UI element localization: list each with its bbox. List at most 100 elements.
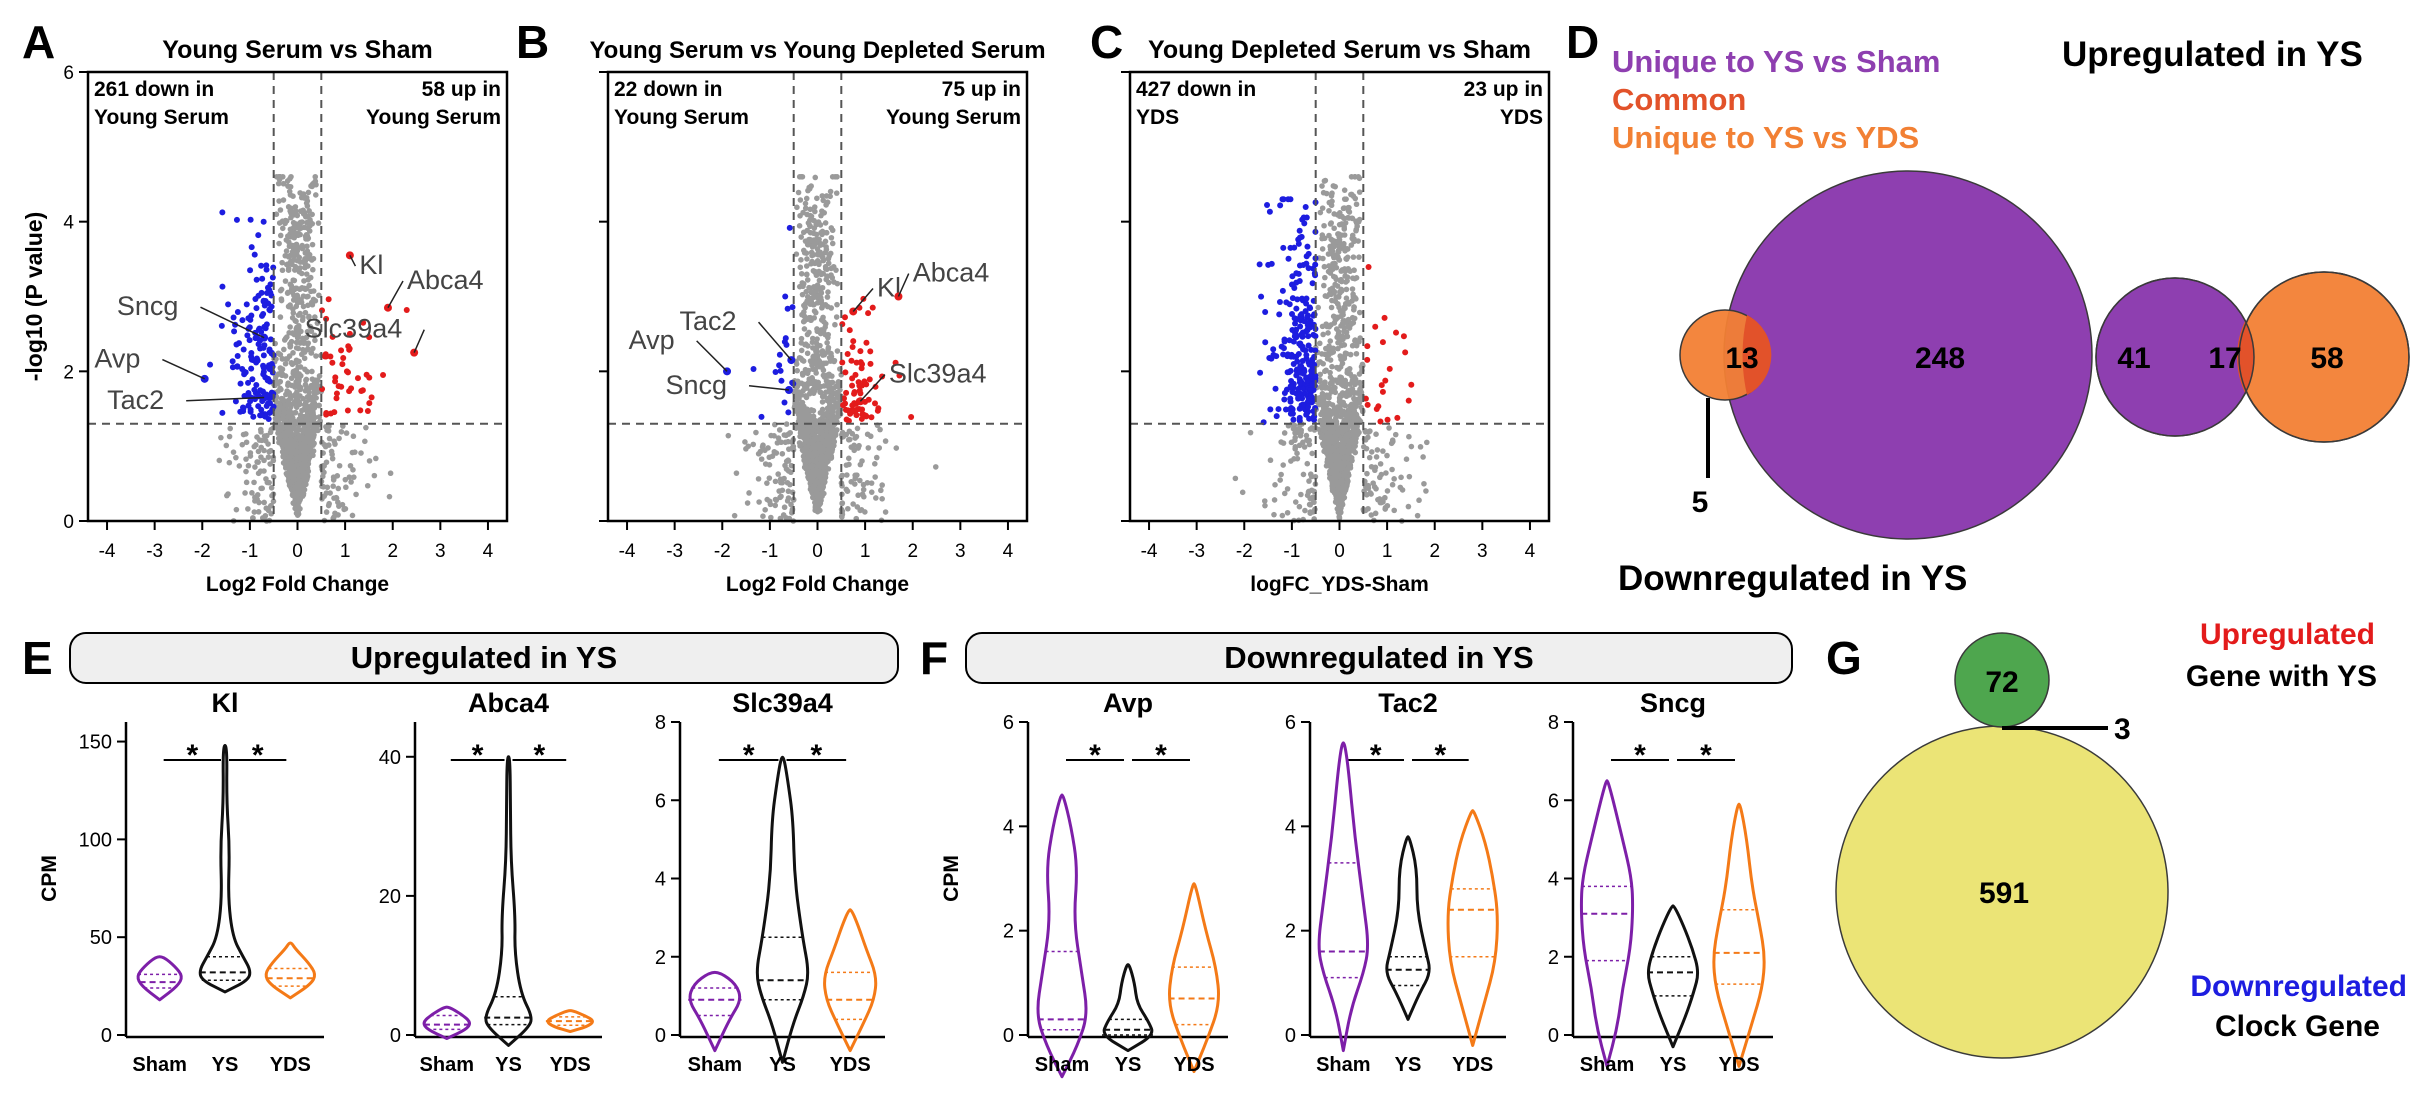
point-ns <box>1320 246 1326 252</box>
point-ns <box>778 494 784 500</box>
point-ns <box>768 433 774 439</box>
point-ns <box>316 220 322 226</box>
point-ns <box>805 454 811 460</box>
point-up <box>339 361 345 367</box>
panel-label-f: F <box>920 632 948 684</box>
point-up <box>364 372 370 378</box>
point-down <box>262 302 268 308</box>
point-ns <box>299 271 305 277</box>
x-tick-label: 1 <box>340 541 351 562</box>
point-ns <box>242 490 248 496</box>
x-tick-label: 2 <box>387 541 398 562</box>
y-tick-label: 6 <box>63 63 74 84</box>
point-ns <box>811 242 817 248</box>
point-ns <box>820 414 826 420</box>
point-down <box>260 311 266 317</box>
point-ns <box>820 432 826 438</box>
point-ns <box>893 445 899 451</box>
point-ns <box>297 436 303 442</box>
point-ns <box>277 435 283 441</box>
point-ns <box>1357 310 1363 316</box>
gene-name: Sncg <box>117 291 179 321</box>
point-ns <box>1330 402 1336 408</box>
point-ns <box>825 389 831 395</box>
x-tick-label: -3 <box>146 541 163 562</box>
point-ns <box>786 488 792 494</box>
point-ns <box>290 426 296 432</box>
point-down <box>787 225 793 231</box>
point-up <box>328 410 334 416</box>
point-down <box>269 304 275 310</box>
point-down <box>248 366 254 372</box>
point-up <box>326 296 332 302</box>
point-ns <box>799 336 805 342</box>
point-ns <box>823 239 829 245</box>
point-ns <box>1342 232 1348 238</box>
point-ns <box>1327 268 1333 274</box>
point-ns <box>303 388 309 394</box>
point-ns <box>818 477 824 483</box>
point-ns <box>1322 275 1328 281</box>
point-ns <box>304 377 310 383</box>
point-ns <box>295 395 301 401</box>
point-ns <box>878 488 884 494</box>
point-down <box>249 357 255 363</box>
point-ns <box>261 500 267 506</box>
point-ns <box>296 467 302 473</box>
point-ns <box>308 438 314 444</box>
point-ns <box>324 490 330 496</box>
gene-pointer <box>749 386 789 390</box>
point-ns <box>835 411 841 417</box>
point-ns <box>351 433 357 439</box>
point-ns <box>1318 210 1324 216</box>
point-up <box>345 408 351 414</box>
point-down <box>261 369 267 375</box>
point-ns <box>334 473 340 479</box>
point-ns <box>760 513 766 519</box>
point-ns <box>1331 274 1337 280</box>
point-ns <box>290 500 296 506</box>
point-ns <box>816 499 822 505</box>
point-ns <box>826 441 832 447</box>
point-up <box>355 375 361 381</box>
point-ns <box>310 242 316 248</box>
point-ns <box>801 303 807 309</box>
point-ns <box>774 450 780 456</box>
point-up <box>338 347 344 353</box>
point-ns <box>289 463 295 469</box>
point-ns <box>1321 283 1327 289</box>
point-ns <box>764 480 770 486</box>
point-ns <box>796 190 802 196</box>
point-ns <box>280 267 286 273</box>
point-ns <box>261 448 267 454</box>
point-ns <box>801 319 807 325</box>
point-ns <box>249 490 255 496</box>
point-ns <box>1335 314 1341 320</box>
point-ns <box>800 292 806 298</box>
point-ns <box>298 259 304 265</box>
point-ns <box>330 456 336 462</box>
point-up <box>842 369 848 375</box>
point-ns <box>785 480 791 486</box>
point-ns <box>227 434 233 440</box>
point-ns <box>341 507 347 513</box>
point-ns <box>287 176 293 182</box>
point-ns <box>291 220 297 226</box>
down-count-label: Young Serum <box>614 106 749 129</box>
point-ns <box>851 443 857 449</box>
point-ns <box>873 495 879 501</box>
point-down <box>207 362 213 368</box>
point-ns <box>258 468 264 474</box>
point-ns <box>289 438 295 444</box>
point-ns <box>326 501 332 507</box>
point-up <box>858 359 864 365</box>
point-down <box>777 352 783 358</box>
x-tick-label: 4 <box>483 541 494 562</box>
point-ns <box>866 445 872 451</box>
point-down <box>255 232 261 238</box>
point-ns <box>745 443 751 449</box>
point-down <box>256 341 262 347</box>
point-ns <box>252 498 258 504</box>
point-ns <box>296 312 302 318</box>
